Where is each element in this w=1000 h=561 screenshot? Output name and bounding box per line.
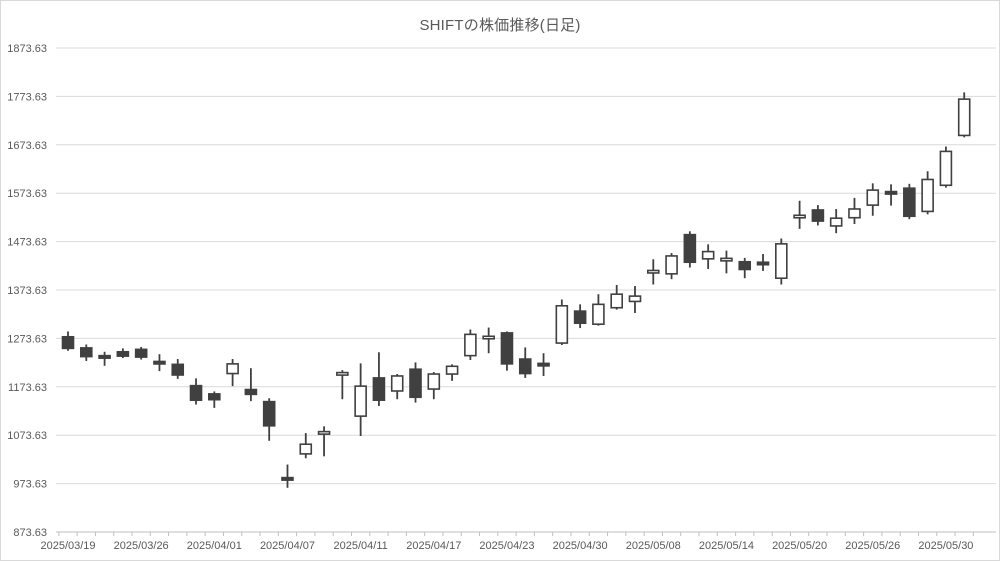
candle-body-up <box>464 333 477 357</box>
x-axis-tick-label: 2025/04/11 <box>334 540 388 552</box>
y-axis-tick-label: 1773.63 <box>7 91 47 103</box>
candle-body-up <box>720 257 733 262</box>
y-axis-tick-label: 1273.63 <box>7 333 47 345</box>
candle-body-up <box>592 303 605 325</box>
candle-body-up <box>665 255 678 275</box>
candle-body-down <box>738 260 752 271</box>
candle-body-down <box>61 335 75 350</box>
candle-body-down <box>153 360 166 365</box>
candle-body-up <box>848 208 861 219</box>
candle-body-up <box>829 217 843 227</box>
y-axis-tick-label: 1873.63 <box>7 43 47 55</box>
y-axis-tick-label: 1473.63 <box>7 237 47 249</box>
candle-body-up <box>610 293 624 309</box>
candle-body-down <box>244 388 258 396</box>
x-axis-tick-label: 2025/04/30 <box>553 540 608 552</box>
y-axis-tick-label: 873.63 <box>13 527 47 539</box>
candle-body-up <box>921 178 934 213</box>
candle-body-up <box>299 443 313 455</box>
x-axis-tick-label: 2025/04/23 <box>479 540 534 552</box>
candle-body-down <box>409 368 422 399</box>
x-axis-tick-label: 2025/05/26 <box>845 540 900 552</box>
candle-body-down <box>518 358 532 375</box>
chart-title: SHIFTの株価推移(日足) <box>419 17 581 34</box>
candle-body-down <box>683 233 697 264</box>
candle-body-up <box>445 365 459 375</box>
candle-body-up <box>390 375 404 392</box>
candle-body-down <box>134 348 148 358</box>
candle-body-up <box>336 371 349 376</box>
candle-body-up <box>354 385 367 417</box>
candle-body-down <box>756 261 770 266</box>
y-axis-tick-label: 1173.63 <box>8 382 47 394</box>
candle-body-down <box>281 476 294 481</box>
y-axis-tick-label: 1573.63 <box>7 188 47 200</box>
candle-body-up <box>427 373 441 390</box>
x-axis-tick-label: 2025/05/08 <box>626 540 681 552</box>
candle-body-down <box>500 332 514 365</box>
x-axis-tick-label: 2025/04/07 <box>260 540 315 552</box>
x-axis-tick-label: 2025/05/30 <box>918 540 973 552</box>
candle-body-down <box>189 384 203 401</box>
candle-body-up <box>866 189 880 206</box>
candle-body-down <box>573 310 587 325</box>
candle-body-up <box>226 363 239 375</box>
candle-body-down <box>79 347 93 358</box>
y-axis-tick-label: 1073.63 <box>7 430 47 442</box>
candle-body-up <box>701 250 715 260</box>
candle-body-down <box>98 354 111 359</box>
candle-body-down <box>884 190 898 195</box>
x-axis-tick-label: 2025/04/01 <box>187 540 242 552</box>
candle-body-down <box>903 187 916 218</box>
y-axis-tick-label: 1373.63 <box>7 285 47 297</box>
candle-body-down <box>262 400 276 427</box>
candle-body-down <box>171 363 185 376</box>
candle-body-down <box>537 362 550 367</box>
x-axis-tick-label: 2025/05/14 <box>699 540 754 552</box>
candle-body-up <box>957 98 971 137</box>
x-axis-tick-label: 2025/03/26 <box>114 540 169 552</box>
candle-body-up <box>317 430 331 435</box>
candle-body-up <box>628 295 642 303</box>
x-axis-tick-label: 2025/05/20 <box>772 540 827 552</box>
candle-body-up <box>793 214 806 219</box>
y-axis-tick-label: 973.63 <box>13 479 47 491</box>
candle-body-up <box>555 304 569 344</box>
candle-body-up <box>482 335 495 340</box>
candle-body-down <box>116 350 130 357</box>
x-axis-tick-label: 2025/03/19 <box>40 540 95 552</box>
y-axis-tick-label: 1673.63 <box>7 140 47 152</box>
candle-body-down <box>372 377 386 401</box>
x-axis-tick-label: 2025/04/17 <box>406 540 461 552</box>
candle-body-down <box>208 393 221 401</box>
candle-body-up <box>775 243 788 280</box>
candle-body-up <box>646 269 660 274</box>
candle-body-down <box>811 209 825 222</box>
candle-body-up <box>939 150 953 187</box>
